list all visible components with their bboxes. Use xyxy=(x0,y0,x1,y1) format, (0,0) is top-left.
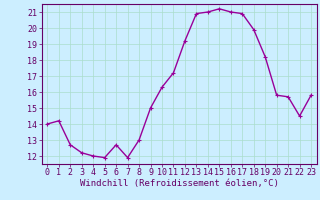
X-axis label: Windchill (Refroidissement éolien,°C): Windchill (Refroidissement éolien,°C) xyxy=(80,179,279,188)
